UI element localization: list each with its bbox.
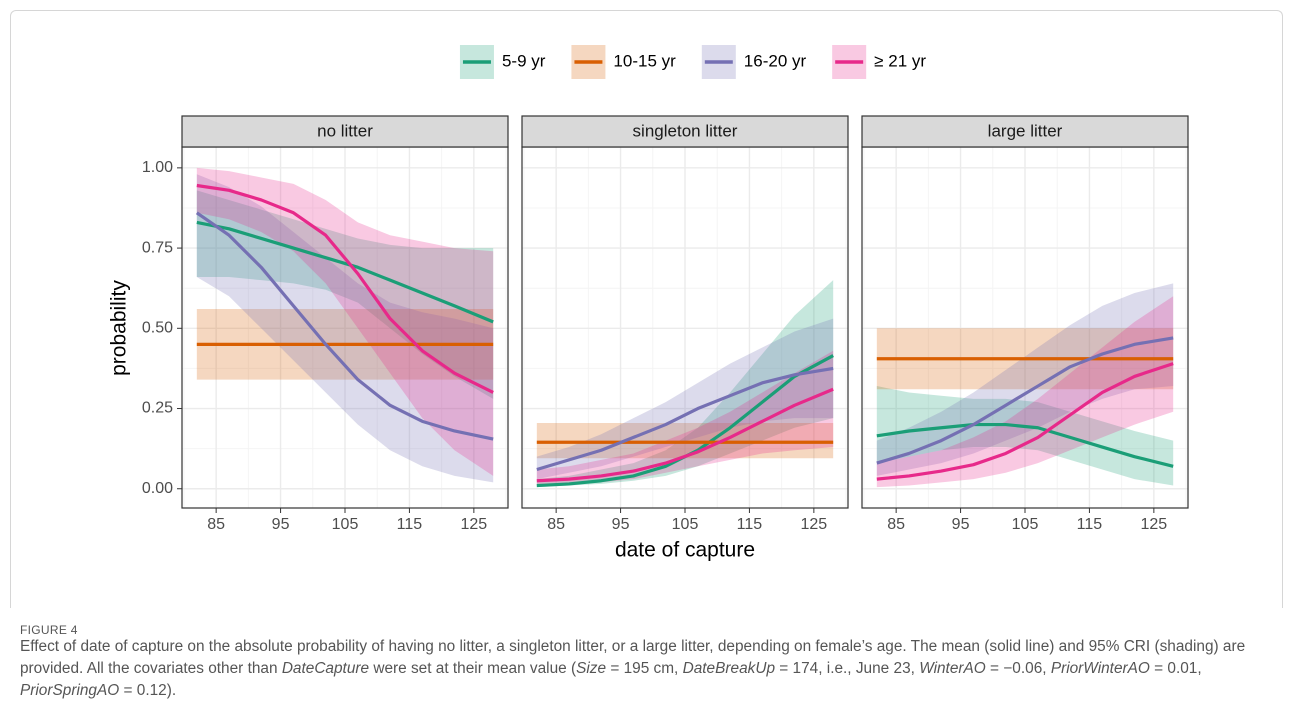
caption-text: PriorWinterAO bbox=[1050, 660, 1150, 677]
caption-text: = 195 cm, bbox=[606, 660, 683, 677]
x-tick-label: 105 bbox=[672, 516, 699, 533]
mean-line bbox=[196, 183, 494, 394]
figure-label: FIGURE 4 bbox=[20, 623, 78, 637]
strip-background bbox=[861, 115, 1189, 148]
caption-text: were set at their mean value ( bbox=[369, 660, 577, 677]
x-tick-label: 115 bbox=[397, 516, 423, 533]
caption-text: PriorSpringAO bbox=[20, 682, 120, 699]
x-tick-label: 125 bbox=[1141, 516, 1168, 533]
mean-line bbox=[876, 422, 1174, 468]
x-tick-label: 115 bbox=[737, 516, 763, 533]
chart: probability date of capture 5-9 yr 10-15 … bbox=[108, 45, 1189, 562]
strip-background bbox=[181, 115, 509, 148]
caption-text: WinterAO bbox=[919, 660, 986, 677]
strip-background bbox=[521, 115, 849, 148]
x-tick-label: 105 bbox=[1012, 516, 1039, 533]
mean-line bbox=[876, 362, 1174, 481]
mean-line bbox=[196, 220, 494, 324]
mean-line bbox=[195, 211, 494, 441]
caption-text: = −0.06, bbox=[985, 660, 1051, 677]
legend: 5-9 yr 10-15 yr 16-20 yr ≥ 21 yr bbox=[459, 45, 926, 79]
mean-line bbox=[876, 336, 1174, 465]
x-axis-label: date of capture bbox=[615, 539, 755, 562]
figure-caption: Effect of date of capture on the absolut… bbox=[20, 636, 1270, 702]
y-tick-label: 0.25 bbox=[142, 400, 173, 417]
caption-text: = 0.12). bbox=[119, 682, 177, 699]
legend-label: 16-20 yr bbox=[744, 51, 807, 70]
confidence-ribbon bbox=[196, 174, 494, 483]
confidence-ribbon bbox=[536, 318, 834, 480]
legend-label: ≥ 21 yr bbox=[874, 51, 926, 70]
confidence-ribbon bbox=[196, 167, 494, 476]
confidence-ribbon bbox=[876, 296, 1174, 488]
caption-text: Size bbox=[576, 660, 607, 677]
y-tick-label: 0.50 bbox=[142, 320, 173, 337]
x-tick-label: 85 bbox=[547, 516, 565, 533]
caption-text: = 174, i.e., June 23, bbox=[775, 660, 920, 677]
legend-label: 10-15 yr bbox=[613, 51, 676, 70]
y-tick-label: 0.75 bbox=[142, 239, 173, 256]
strip-label: no litter bbox=[317, 121, 373, 140]
x-tick-label: 85 bbox=[887, 516, 905, 533]
caption-text: = 0.01, bbox=[1149, 660, 1202, 677]
confidence-ribbon bbox=[536, 422, 834, 459]
y-axis-label: probability bbox=[108, 280, 131, 376]
strip-label: large litter bbox=[988, 121, 1063, 140]
y-tick-label: 1.00 bbox=[142, 159, 173, 176]
x-tick-label: 85 bbox=[207, 516, 225, 533]
confidence-ribbon bbox=[876, 386, 1174, 486]
x-tick-label: 125 bbox=[461, 516, 488, 533]
legend-label: 5-9 yr bbox=[502, 51, 546, 70]
x-tick-label: 105 bbox=[332, 516, 359, 533]
figure-frame bbox=[10, 10, 1283, 608]
x-tick-label: 95 bbox=[952, 516, 970, 533]
mean-line bbox=[536, 366, 834, 472]
strip-label: singleton litter bbox=[633, 121, 738, 140]
mean-line bbox=[536, 387, 834, 483]
x-tick-label: 115 bbox=[1077, 516, 1103, 533]
x-tick-label: 95 bbox=[272, 516, 290, 533]
caption-text: DateCapture bbox=[281, 660, 370, 677]
x-tick-label: 125 bbox=[801, 516, 828, 533]
caption-text: DateBreakUp bbox=[682, 660, 775, 677]
caption-text: Effect of date of capture on the absolut… bbox=[20, 638, 1246, 677]
x-tick-label: 95 bbox=[612, 516, 630, 533]
confidence-ribbon bbox=[536, 280, 834, 488]
confidence-ribbon bbox=[536, 350, 834, 486]
y-tick-label: 0.00 bbox=[142, 480, 173, 497]
